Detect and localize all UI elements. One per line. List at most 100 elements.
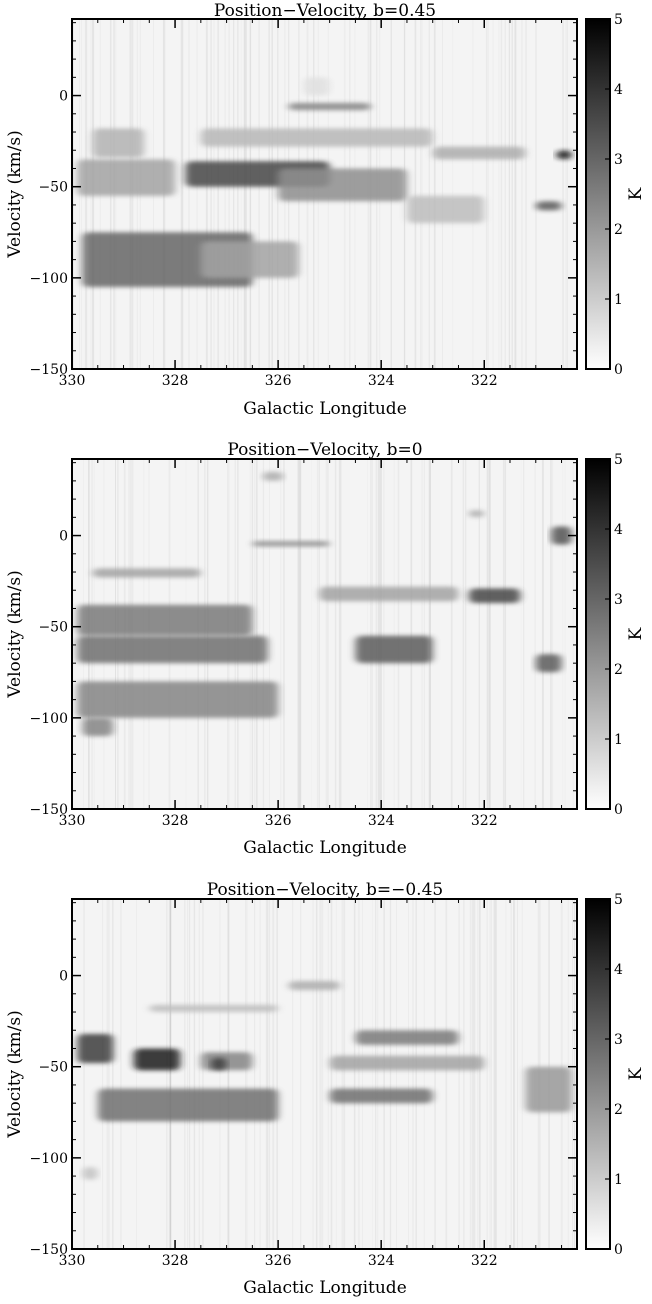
noise-streak [263,459,264,809]
noise-streak [169,899,172,1249]
noise-streak [342,899,343,1249]
x-tick-label: 330 [59,373,86,389]
noise-streak [328,899,329,1249]
noise-streak [411,459,412,809]
noise-streak [316,459,318,809]
emission-feature [303,77,330,96]
y-axis-label: Velocity (km/s) [5,1010,25,1138]
noise-streak [459,899,460,1249]
noise-streak [260,899,261,1249]
noise-streak [514,19,516,369]
noise-streak [188,899,191,1249]
emission-feature [525,1066,572,1113]
emission-feature [468,510,485,518]
noise-streak [196,19,198,369]
emission-feature [77,681,279,718]
noise-streak [574,899,575,1249]
emission-feature [211,1057,227,1071]
noise-streak [269,459,270,809]
colorbar-tick-label: 4 [614,962,623,978]
emission-feature [252,541,330,547]
noise-streak [332,899,333,1249]
emission-feature [319,586,459,602]
noise-streak [383,459,384,809]
noise-streak [542,459,544,809]
noise-streak [408,899,409,1249]
emission-feature [92,568,201,578]
noise-streak [237,19,239,369]
noise-streak [494,899,496,1249]
colorbar-tick-label: 0 [614,362,623,378]
noise-streak [505,19,507,369]
noise-streak [535,459,536,809]
y-tick-label: 0 [59,969,68,985]
emission-feature [551,526,572,545]
noise-streak [225,19,226,369]
plot-background [72,899,577,1249]
noise-streak [462,459,464,809]
noise-streak [318,459,320,809]
x-tick-label: 326 [265,1253,292,1269]
noise-streak [470,899,472,1249]
noise-streak [372,899,373,1249]
noise-streak [412,899,414,1249]
emission-feature [77,635,268,664]
colorbar: 0 1 2 3 4 5 [585,892,623,1258]
emission-feature [556,150,572,160]
noise-streak [394,459,395,809]
noise-streak [498,19,499,369]
noise-streak [166,899,168,1249]
noise-streak [312,899,314,1249]
noise-streak [353,899,356,1249]
colorbar-unit-label: K [626,627,646,640]
noise-streak [446,899,447,1249]
emission-feature [200,241,299,278]
noise-streak [367,459,368,809]
colorbar-tick-label: 3 [614,152,623,168]
emission-feature [535,201,562,211]
noise-streak [265,899,268,1249]
noise-streak [254,459,255,809]
noise-streak [442,19,443,369]
noise-streak [552,459,554,809]
noise-streak [489,459,491,809]
x-tick-label: 324 [368,1253,395,1269]
noise-streak [181,19,184,369]
noise-streak [210,19,211,369]
emission-feature [468,588,521,603]
noise-streak [487,19,488,369]
noise-streak [219,899,220,1249]
emission-feature [329,1055,485,1071]
noise-streak [523,459,525,809]
noise-streak [370,459,372,809]
y-axis-label: Velocity (km/s) [5,570,25,698]
colorbar-ramp [585,898,611,1250]
noise-streak [193,899,196,1249]
noise-streak [563,459,564,809]
noise-streak [389,899,392,1249]
noise-streak [465,459,467,809]
emission-feature [432,146,526,160]
noise-streak [522,899,523,1249]
noise-streak [136,899,137,1249]
noise-streak [478,459,480,809]
noise-streak [428,19,430,369]
y-tick-label: −100 [30,1151,68,1167]
noise-streak [377,899,378,1249]
noise-streak [487,459,488,809]
noise-streak [249,19,252,369]
colorbar-tick-label: 5 [614,892,623,908]
noise-streak [501,19,503,369]
emission-feature [262,471,284,481]
noise-streak [372,459,373,809]
noise-streak [120,899,122,1249]
noise-streak [358,899,360,1249]
noise-streak [521,19,523,369]
pv-plot-area: 330 328 326 324 322 0 −50 −100 −150 [30,18,578,389]
noise-streak [311,459,312,809]
x-tick-label: 322 [471,813,498,829]
noise-streak [272,899,274,1249]
colorbar-tick-label: 2 [614,1102,623,1118]
noise-streak [205,19,208,369]
x-tick-label: 324 [368,373,395,389]
